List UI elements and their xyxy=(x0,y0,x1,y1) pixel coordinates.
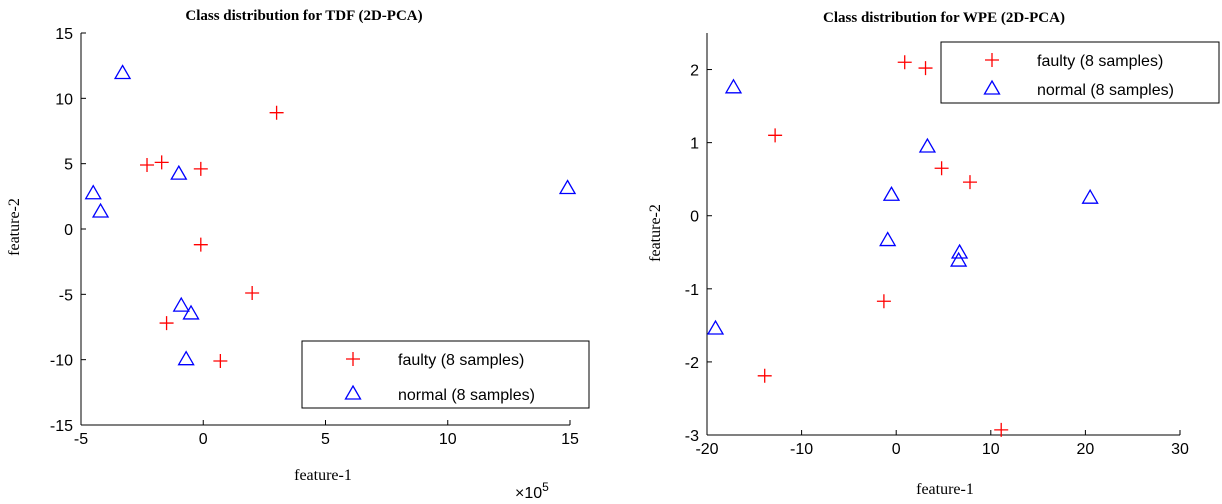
tdf-y-tick-label: -10 xyxy=(50,353,73,370)
wpe-faulty-point xyxy=(876,294,891,309)
tdf-normal-point xyxy=(113,64,132,80)
wpe-y-tick-label: -3 xyxy=(685,428,699,445)
tdf-faulty-point xyxy=(193,237,208,252)
tdf-x-tick-label: 5 xyxy=(321,431,330,448)
tdf-faulty-point xyxy=(159,316,174,331)
tdf-faulty-point xyxy=(193,161,208,176)
tdf-legend-label-normal: normal (8 samples) xyxy=(398,387,535,404)
wpe-y-tick-label: 2 xyxy=(690,63,699,80)
wpe-legend-label-faulty: faulty (8 samples) xyxy=(1037,53,1163,70)
wpe-normal-point xyxy=(918,137,937,153)
tdf-faulty-point xyxy=(213,353,228,368)
tdf-normal-point xyxy=(182,304,200,320)
wpe-legend: faulty (8 samples) normal (8 samples) xyxy=(940,41,1220,104)
tdf-normal-point xyxy=(170,164,188,180)
tdf-y-tick-label: 5 xyxy=(64,157,73,174)
tdf-x-tick-label: 15 xyxy=(561,431,579,448)
wpe-chart: Class distribution for WPE (2D-PCA) feat… xyxy=(647,10,1220,498)
wpe-x-tick-label: 0 xyxy=(892,441,901,458)
wpe-normal-point xyxy=(706,319,725,335)
wpe-x-tick-label: -20 xyxy=(695,441,718,458)
tdf-legend: faulty (8 samples) normal (8 samples) xyxy=(301,340,590,409)
tdf-faulty-point xyxy=(269,105,284,120)
tdf-faulty-point xyxy=(245,286,260,301)
wpe-legend-box xyxy=(940,41,1220,104)
tdf-y-tick-label: 15 xyxy=(55,26,73,43)
tdf-faulty-point xyxy=(140,157,155,172)
tdf-normal-point xyxy=(558,179,577,195)
wpe-faulty-point xyxy=(962,175,977,190)
wpe-normal-point xyxy=(950,251,968,267)
wpe-x-tick-label: -10 xyxy=(790,441,813,458)
wpe-chart-title: Class distribution for WPE (2D-PCA) xyxy=(823,10,1065,26)
tdf-y-tick-label: 10 xyxy=(55,91,73,108)
wpe-y-tick-label: 1 xyxy=(690,136,699,153)
wpe-x-tick-label: 30 xyxy=(1171,441,1189,458)
tdf-x-tick-label: -5 xyxy=(74,431,88,448)
tdf-faulty-point xyxy=(154,155,169,170)
wpe-faulty-point xyxy=(757,368,772,383)
wpe-normal-point xyxy=(950,243,969,259)
tdf-legend-marker-normal xyxy=(344,384,362,400)
tdf-x-tick-label: 0 xyxy=(199,431,208,448)
wpe-x-axis-label: feature-1 xyxy=(916,481,974,498)
wpe-y-tick-label: -1 xyxy=(685,282,699,299)
tdf-x-tick-label: 10 xyxy=(439,431,457,448)
wpe-x-tick-label: 10 xyxy=(982,441,1000,458)
wpe-normal-point xyxy=(1081,188,1099,204)
tdf-legend-label-faulty: faulty (8 samples) xyxy=(398,352,524,369)
tdf-normal-point xyxy=(177,350,195,366)
wpe-faulty-point xyxy=(897,55,912,70)
wpe-faulty-point xyxy=(994,422,1009,437)
wpe-y-tick-label: 0 xyxy=(690,209,699,226)
tdf-chart-title: Class distribution for TDF (2D-PCA) xyxy=(185,8,422,24)
wpe-faulty-point xyxy=(934,161,949,176)
wpe-legend-label-normal: normal (8 samples) xyxy=(1037,82,1174,99)
tdf-legend-marker-faulty xyxy=(346,352,360,366)
tdf-y-axis-label: feature-2 xyxy=(6,198,23,256)
wpe-faulty-point xyxy=(768,128,783,143)
tdf-legend-box xyxy=(301,340,590,409)
wpe-normal-point xyxy=(724,78,743,94)
wpe-legend-marker-normal xyxy=(983,79,1001,95)
tdf-y-tick-label: -5 xyxy=(59,287,73,304)
tdf-chart: Class distribution for TDF (2D-PCA) feat… xyxy=(6,8,590,502)
wpe-normal-point xyxy=(882,185,901,201)
tdf-normal-point xyxy=(84,184,102,200)
tdf-x-axis-label: feature-1 xyxy=(294,467,352,484)
tdf-y-tick-label: -15 xyxy=(50,418,73,435)
tdf-x-multiplier: ×105 xyxy=(515,480,549,502)
tdf-y-tick-label: 0 xyxy=(64,222,73,239)
tdf-normal-point xyxy=(172,296,190,312)
wpe-y-axis-label: feature-2 xyxy=(647,204,664,262)
wpe-y-tick-label: -2 xyxy=(685,355,699,372)
wpe-faulty-point xyxy=(918,61,933,76)
tdf-normal-point xyxy=(91,202,110,218)
wpe-legend-marker-faulty xyxy=(985,53,999,67)
wpe-x-tick-label: 20 xyxy=(1077,441,1095,458)
wpe-normal-point xyxy=(879,231,897,247)
